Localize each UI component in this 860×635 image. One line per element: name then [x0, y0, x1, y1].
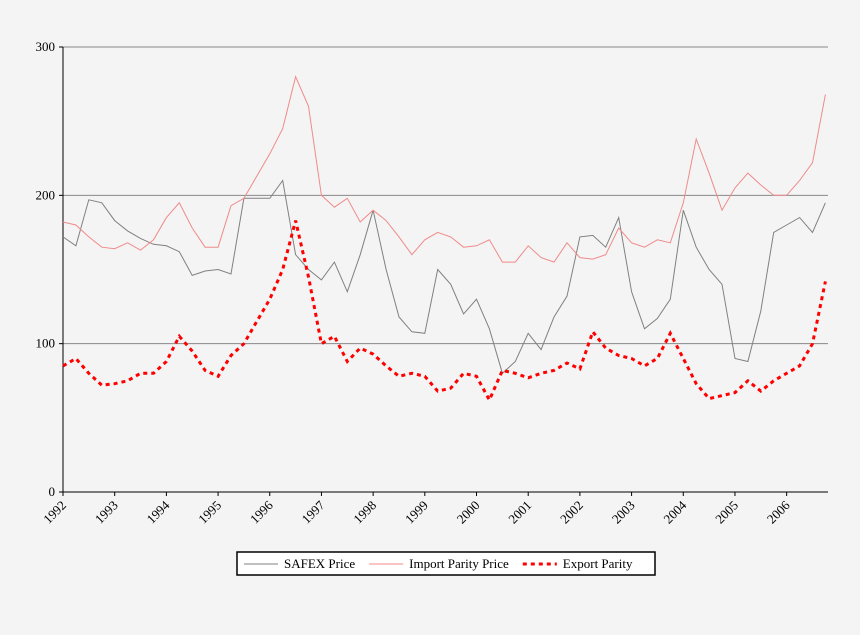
x-tick-label: 2002: [557, 498, 586, 527]
x-tick-label: 1993: [92, 498, 121, 527]
x-tick-label: 1996: [247, 497, 276, 526]
y-tick-label: 200: [36, 187, 56, 202]
legend-label: SAFEX Price: [284, 556, 355, 571]
y-tick-label: 300: [36, 39, 56, 54]
x-tick-label: 1997: [299, 497, 328, 526]
legend: SAFEX Price Import Parity Price Export Par…: [236, 551, 656, 576]
x-tick-label: 1998: [350, 498, 379, 527]
x-tick-label: 2004: [660, 497, 689, 526]
y-tick-label: 0: [49, 484, 56, 499]
x-tick-label: 2006: [764, 497, 793, 526]
x-tick-label: 2005: [712, 498, 741, 527]
x-tick-label: 1994: [144, 497, 173, 526]
y-tick-label: 100: [36, 336, 56, 351]
x-tick-label: 1999: [402, 498, 431, 527]
legend-box: [236, 551, 656, 576]
legend-label: Export Parity: [563, 556, 633, 571]
x-tick-label: 2001: [505, 498, 534, 527]
x-tick-label: 2000: [454, 498, 483, 527]
series-line: [62, 75, 826, 263]
x-tick-label: 1992: [40, 498, 69, 527]
series-line: [62, 179, 826, 375]
x-tick-label: 1995: [195, 498, 224, 527]
legend-label: Import Parity Price: [409, 556, 509, 571]
x-tick-label: 2003: [609, 498, 638, 527]
series-line: [62, 220, 827, 404]
